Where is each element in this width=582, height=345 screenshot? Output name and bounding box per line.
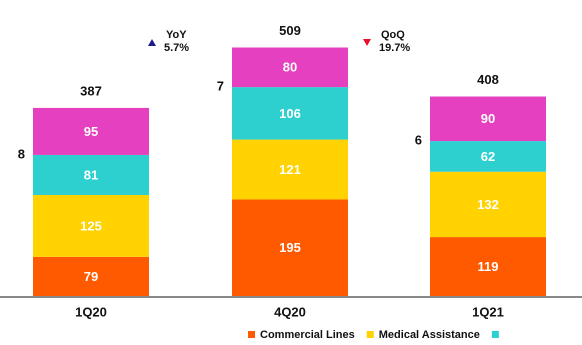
bar-segment: [232, 139, 348, 200]
bar-segment: [33, 107, 149, 155]
bar-segment: [33, 154, 149, 196]
total-label: 387: [80, 83, 102, 98]
bar-segment: [232, 47, 348, 88]
x-tick-label: 4Q20: [274, 304, 306, 319]
legend-marker: [248, 331, 255, 338]
side-label: 7: [217, 79, 224, 94]
value-label: 95: [84, 124, 98, 139]
annotation-value: 19.7%: [379, 42, 410, 54]
value-label: 80: [283, 60, 297, 75]
total-label: 509: [279, 23, 301, 38]
bar-segment: [430, 141, 546, 172]
bar-segment: [232, 87, 348, 140]
side-label: 8: [18, 146, 25, 161]
legend-label: Commercial Lines: [260, 329, 355, 341]
legend-marker: [366, 331, 374, 338]
legend-label: Medical Assistance: [379, 329, 480, 341]
x-tick-label: 1Q20: [75, 304, 107, 319]
annotation-label: YoY: [166, 29, 187, 41]
bar-segment: [232, 199, 348, 296]
bar-segment: [430, 237, 546, 296]
value-label: 132: [477, 197, 499, 212]
trend-marker: [148, 39, 156, 46]
value-label: 79: [84, 269, 98, 284]
annotation-label: QoQ: [381, 29, 405, 41]
legend-marker: [491, 331, 499, 338]
trend-marker: [363, 39, 371, 46]
total-label: 408: [477, 72, 499, 87]
value-label: 125: [80, 218, 102, 233]
bar-segment: [33, 256, 149, 296]
value-label: 106: [279, 106, 301, 121]
side-label: 6: [415, 133, 422, 148]
value-label: 62: [481, 149, 495, 164]
bar-segment: [33, 195, 149, 257]
value-label: 81: [84, 167, 98, 182]
value-label: 119: [478, 259, 499, 274]
x-tick-label: 1Q21: [472, 304, 504, 319]
value-label: 195: [279, 240, 301, 255]
bar-segment: [430, 96, 546, 142]
annotation-value: 5.7%: [164, 42, 189, 54]
value-label: 121: [279, 162, 301, 177]
bar-segment: [430, 171, 546, 238]
value-label: 90: [481, 111, 495, 126]
